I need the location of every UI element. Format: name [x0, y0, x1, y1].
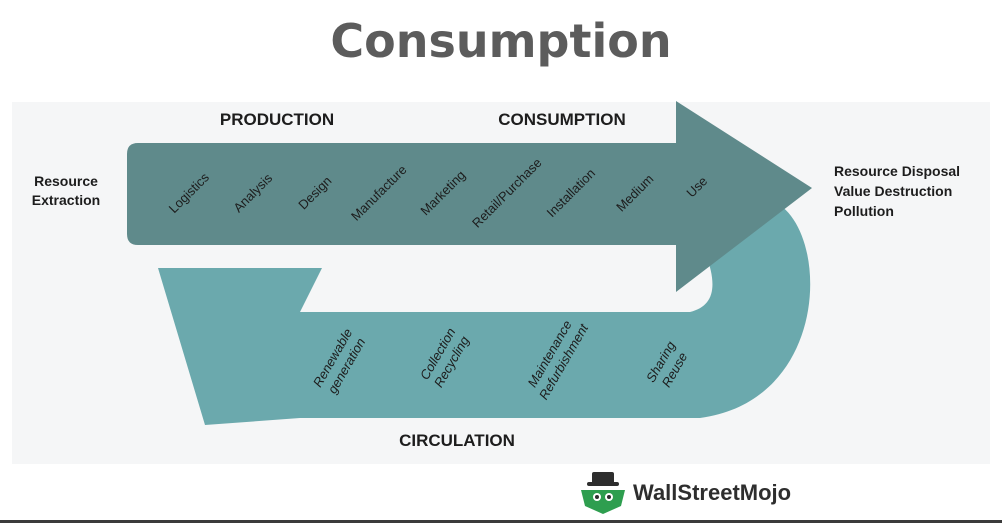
logo-mascot-icon: [581, 472, 625, 514]
production-arrow: [127, 101, 812, 292]
consumption-header: CONSUMPTION: [498, 110, 626, 129]
left-label-line: Extraction: [32, 192, 100, 208]
right-label-line: Value Destruction: [834, 183, 952, 199]
circulation-header: CIRCULATION: [399, 431, 515, 450]
right-label-line: Resource Disposal: [834, 163, 960, 179]
left-label-line: Resource: [34, 173, 98, 189]
right-label-line: Pollution: [834, 203, 894, 219]
circulation-arrow: [158, 200, 811, 425]
logo-text: WallStreetMojo: [633, 480, 792, 505]
production-header: PRODUCTION: [220, 110, 334, 129]
wallstreetmojo-logo: WallStreetMojo: [575, 470, 815, 516]
footer-rule: [0, 520, 1002, 523]
page-title: Consumption: [330, 14, 672, 68]
